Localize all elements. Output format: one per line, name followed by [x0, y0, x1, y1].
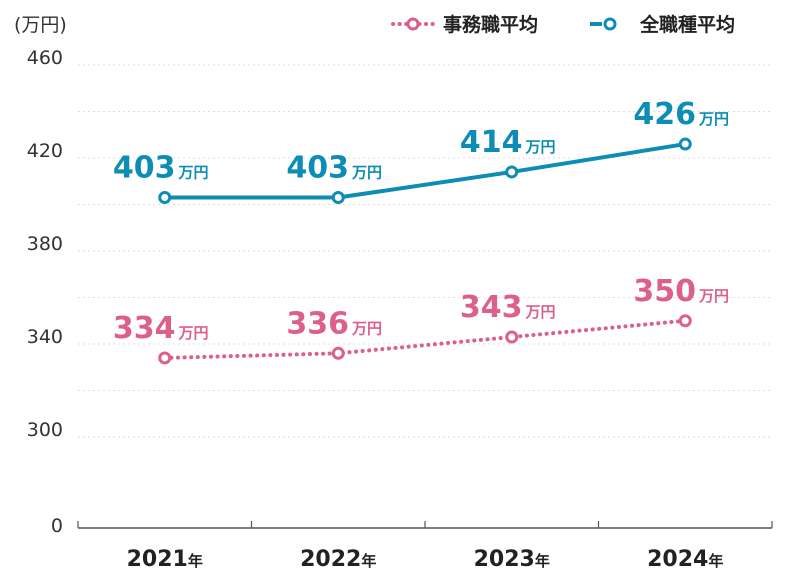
data-point: [678, 137, 692, 151]
data-label: 426 万円: [633, 97, 729, 132]
legend-label: 全職種平均: [639, 13, 735, 36]
data-label: 403 万円: [113, 151, 209, 186]
data-point: [158, 191, 172, 205]
y-tick-label: 420: [27, 140, 63, 162]
legend-label: 事務職平均: [443, 13, 538, 36]
data-label: 334 万円: [113, 311, 209, 346]
data-point: [331, 346, 345, 360]
data-point: [678, 314, 692, 328]
y-tick-label: 380: [27, 233, 63, 255]
data-point: [505, 165, 519, 179]
data-point: [158, 351, 172, 365]
data-label: 350 万円: [633, 274, 729, 309]
legend-marker: [603, 17, 617, 31]
series-office-jobs: 334 万円 336 万円 343 万円 350 万円: [113, 274, 729, 365]
data-label: 403 万円: [286, 151, 382, 186]
y-axis-unit-label: (万円): [14, 14, 67, 36]
y-tick-label: 300: [27, 419, 63, 441]
data-label: 336 万円: [286, 306, 382, 341]
legend-item: 全職種平均: [590, 13, 735, 36]
x-tick-label: 2023年: [474, 547, 550, 572]
data-point: [505, 330, 519, 344]
data-label: 343 万円: [460, 290, 556, 325]
legend-marker: [406, 17, 420, 31]
y-tick-label: 460: [27, 47, 63, 69]
series-line: [162, 318, 688, 360]
series-all-jobs: 403 万円 403 万円 414 万円 426 万円: [113, 97, 729, 205]
data-label: 414 万円: [460, 125, 556, 160]
legend-item: 事務職平均: [391, 13, 538, 36]
data-point: [331, 191, 345, 205]
y-tick-label: 0: [51, 515, 63, 537]
y-tick-label: 340: [27, 326, 63, 348]
x-tick-label: 2021年: [127, 547, 203, 572]
series-line: [164, 142, 686, 200]
x-tick-label: 2022年: [300, 547, 376, 572]
x-tick-label: 2024年: [647, 547, 723, 572]
